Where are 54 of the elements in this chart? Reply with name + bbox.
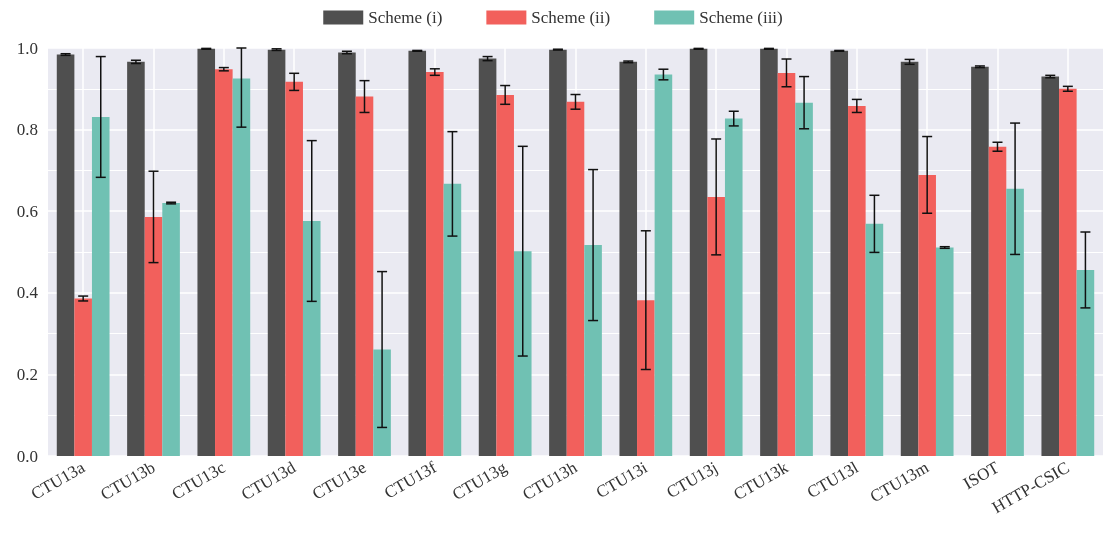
bar [795, 102, 813, 456]
bar [373, 349, 391, 456]
bar [215, 69, 233, 456]
bar [1041, 76, 1060, 456]
bar [267, 49, 286, 456]
bar [56, 54, 75, 456]
bar [988, 146, 1007, 456]
bar [549, 49, 567, 456]
bar [777, 72, 796, 456]
y-tick-label: 0.0 [16, 446, 38, 466]
y-tick-label: 0.4 [16, 283, 39, 303]
bar [285, 81, 303, 456]
bar [935, 247, 954, 456]
bar [355, 96, 374, 456]
bar [496, 94, 514, 456]
bar [654, 74, 673, 456]
bar [338, 52, 356, 456]
bar [144, 216, 163, 456]
bar [760, 48, 778, 456]
bar [408, 50, 427, 456]
bar [513, 251, 532, 456]
bar [127, 61, 145, 456]
bar [91, 116, 110, 456]
bar [1006, 188, 1024, 456]
bar [162, 203, 180, 456]
bar [1076, 269, 1095, 456]
legend-label: Scheme (i) [368, 8, 443, 27]
y-tick-label: 0.6 [16, 201, 38, 221]
bar [918, 174, 936, 456]
bar [619, 61, 638, 456]
bar [900, 61, 919, 456]
bar [478, 58, 497, 456]
bar [848, 105, 866, 456]
bar [443, 183, 462, 456]
bar [426, 72, 444, 456]
bar [865, 223, 884, 456]
legend-label: Scheme (ii) [531, 8, 611, 27]
bar [707, 196, 725, 456]
legend-label: Scheme (iii) [699, 8, 783, 27]
bar [689, 48, 708, 456]
bar [1059, 88, 1077, 456]
bar [971, 66, 989, 456]
bar [566, 101, 585, 456]
y-tick-label: 0.2 [16, 364, 38, 384]
y-tick-label: 0.8 [16, 120, 38, 140]
bar [724, 118, 743, 456]
bar [74, 298, 92, 456]
bar [830, 50, 849, 456]
bar [637, 300, 655, 456]
bar [197, 48, 216, 456]
bar [232, 78, 251, 456]
bar [584, 245, 602, 456]
bar [302, 220, 321, 456]
y-tick-label: 1.0 [16, 38, 38, 58]
